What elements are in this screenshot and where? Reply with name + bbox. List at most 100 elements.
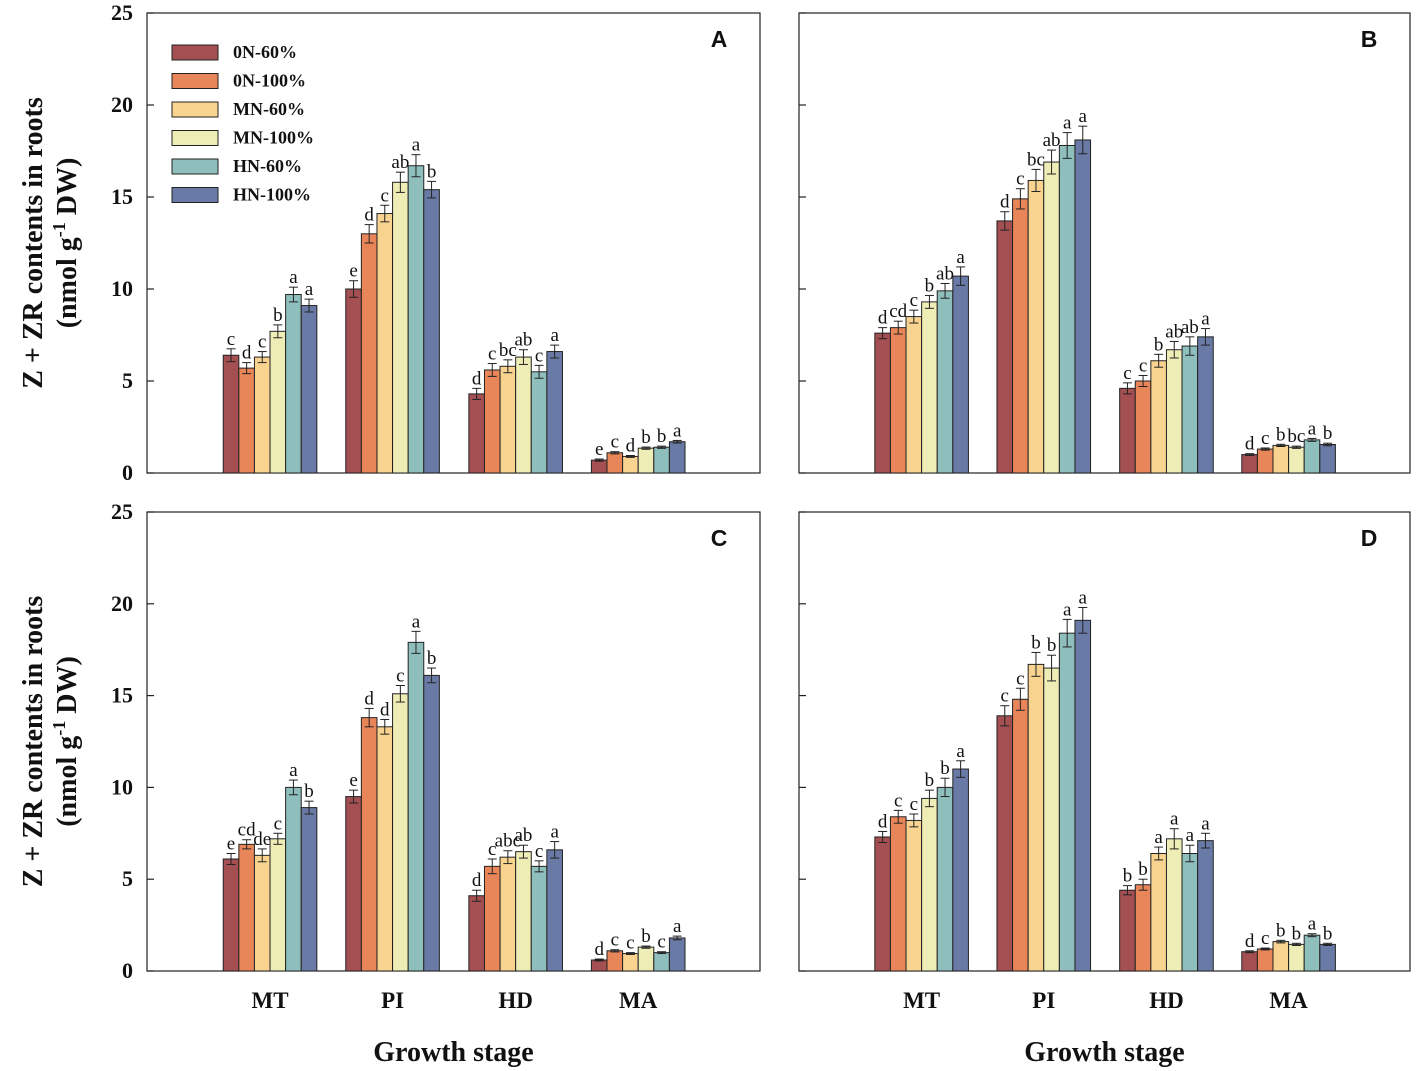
significance-label: d: [626, 436, 636, 457]
bar: [996, 220, 1014, 474]
significance-label: b: [1292, 923, 1302, 944]
x-axis-title: Growth stage: [1024, 1037, 1184, 1068]
significance-label: cd: [889, 301, 907, 322]
significance-label: d: [364, 688, 374, 709]
bar: [1058, 632, 1076, 972]
bar: [253, 356, 271, 474]
significance-label: c: [396, 666, 404, 687]
significance-label: c: [1016, 668, 1024, 689]
significance-label: d: [594, 939, 604, 960]
significance-label: b: [304, 781, 314, 802]
significance-label: a: [956, 247, 965, 268]
bar: [222, 858, 240, 972]
significance-label: b: [940, 758, 950, 779]
significance-label: a: [956, 741, 965, 762]
y-tick-label: 0: [122, 958, 133, 983]
significance-label: a: [1154, 827, 1163, 848]
significance-label: c: [488, 839, 496, 860]
significance-label: c: [910, 794, 918, 815]
significance-label: a: [1170, 809, 1179, 830]
significance-label: b: [1323, 923, 1333, 944]
y-tick-label: 20: [111, 92, 133, 117]
significance-label: c: [894, 790, 902, 811]
bar: [996, 715, 1014, 972]
y-tick-label: 10: [111, 276, 133, 301]
significance-label: d: [472, 870, 482, 891]
significance-label: b: [925, 275, 935, 296]
significance-label: cd: [238, 820, 256, 841]
bar: [905, 316, 923, 474]
significance-label: c: [227, 329, 235, 350]
bar: [530, 371, 548, 474]
bar: [530, 865, 548, 972]
significance-label: a: [1063, 599, 1072, 620]
legend-swatch: [171, 158, 219, 175]
bar: [376, 213, 394, 474]
significance-label: de: [253, 829, 271, 850]
significance-label: c: [381, 185, 389, 206]
significance-label: a: [673, 420, 682, 441]
bar: [1197, 840, 1214, 972]
significance-label: b: [1123, 866, 1133, 887]
significance-label: b: [1276, 920, 1286, 941]
bar: [1074, 139, 1092, 474]
significance-label: a: [550, 325, 559, 346]
bar: [253, 854, 271, 972]
significance-label: c: [626, 933, 634, 954]
significance-label: c: [611, 930, 619, 951]
bar: [1319, 943, 1336, 972]
bar: [1241, 454, 1258, 474]
legend-swatch: [171, 130, 219, 146]
bar: [1241, 951, 1258, 972]
significance-label: b: [1154, 334, 1164, 355]
x-tick-label: HD: [498, 988, 533, 1013]
bar: [1165, 349, 1183, 474]
significance-label: a: [1308, 418, 1317, 439]
bar: [874, 332, 891, 474]
significance-label: e: [349, 261, 357, 282]
bar: [1012, 198, 1029, 474]
legend-label: MN-100%: [233, 128, 314, 148]
significance-label: ab: [1181, 317, 1199, 338]
bar: [238, 367, 255, 474]
bar: [407, 165, 425, 474]
y-tick-label: 15: [111, 683, 133, 708]
y-axis-title: Z + ZR contents in roots (nmol g-1 DW): [18, 596, 83, 888]
significance-label: b: [1323, 423, 1333, 444]
bar: [1303, 934, 1321, 972]
bar: [874, 836, 891, 972]
significance-label: bc: [499, 340, 517, 361]
legend-label: HN-60%: [233, 156, 302, 176]
bar: [407, 641, 425, 972]
bar: [637, 946, 655, 972]
significance-label: d: [472, 368, 482, 389]
x-tick-label: MT: [903, 988, 940, 1013]
bar: [1134, 884, 1152, 972]
bar: [1288, 943, 1305, 972]
significance-label: c: [1139, 355, 1147, 376]
bar: [423, 189, 440, 474]
significance-label: a: [1079, 587, 1088, 608]
significance-label: ab: [1043, 130, 1061, 151]
significance-label: a: [1079, 106, 1088, 127]
bar: [637, 447, 655, 474]
significance-label: c: [1261, 428, 1269, 449]
significance-label: a: [289, 267, 298, 288]
bar: [921, 797, 938, 972]
bar: [222, 354, 240, 474]
significance-label: c: [1016, 169, 1024, 190]
significance-label: c: [1261, 928, 1269, 949]
bar: [423, 674, 440, 972]
panel-label: D: [1361, 525, 1378, 551]
bar: [285, 294, 302, 474]
bar: [360, 717, 378, 972]
significance-label: b: [1276, 424, 1286, 445]
bar: [1181, 345, 1199, 474]
significance-label: a: [1063, 113, 1072, 134]
legend-swatch: [171, 73, 219, 89]
significance-label: e: [349, 770, 357, 791]
bar: [1150, 360, 1167, 474]
bar: [590, 959, 608, 972]
